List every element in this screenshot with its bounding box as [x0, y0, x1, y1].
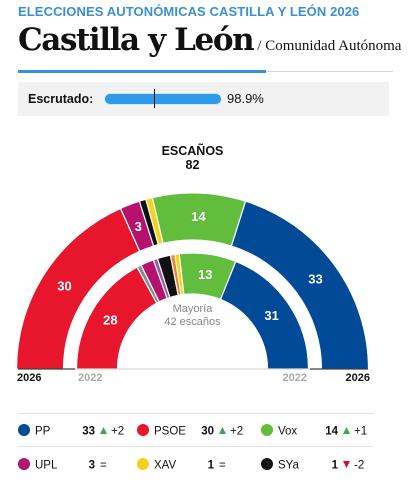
legend-divider-top	[18, 413, 373, 414]
trend-up-icon	[219, 427, 226, 434]
scrutiny-half-marker	[154, 89, 155, 108]
previous-seat-label-vox: 13	[198, 267, 212, 282]
legend-diff-pp: +2	[111, 426, 124, 438]
legend-dot-sya	[261, 458, 273, 470]
legend-dot-pp	[18, 424, 30, 436]
legend-divider-middle	[18, 446, 373, 447]
year-previous-right: 2022	[283, 372, 307, 384]
legend-name-upl: UPL	[35, 460, 58, 472]
majority-label: Mayoría	[173, 303, 214, 315]
trend-down-icon	[343, 461, 350, 468]
legend-seats-pp: 33	[82, 426, 95, 438]
legend-diff-upl: =	[100, 460, 107, 472]
year-current-right: 2026	[346, 372, 370, 384]
legend-dot-upl	[18, 458, 30, 470]
election-kicker: ELECCIONES AUTONÓMICAS CASTILLA Y LEÓN 2…	[18, 4, 360, 19]
current-seat-label-vox: 14	[191, 209, 206, 224]
previous-seat-label-psoe: 28	[103, 313, 117, 328]
legend-name-xav: XAV	[154, 460, 176, 472]
seats-label: ESCAÑOS	[162, 143, 224, 158]
current-arc-pp	[230, 200, 370, 370]
legend-seats-vox: 14	[325, 426, 338, 438]
hemicycle-labels: 30 3 14 33 28 13 31	[57, 209, 323, 328]
scrutiny-label: Escrutado:	[28, 92, 94, 106]
legend-diff-xav: =	[219, 460, 226, 472]
previous-seat-label-pp: 31	[264, 308, 278, 323]
current-seat-label-pp: 33	[308, 271, 322, 286]
legend-name-psoe: PSOE	[154, 426, 186, 438]
legend-diff-vox: +1	[354, 426, 367, 438]
hemicycle-previous	[75, 252, 310, 370]
legend-seats-psoe: 30	[201, 426, 214, 438]
title-row: Castilla y León / Comunidad Autónoma	[18, 22, 401, 58]
title-divider	[266, 71, 393, 72]
seats-total: 82	[186, 158, 200, 172]
legend-dot-xav	[137, 458, 149, 470]
current-seat-label-psoe: 30	[57, 279, 71, 294]
legend-diff-sya: -2	[354, 460, 364, 472]
legend-name-sya: SYa	[278, 460, 299, 472]
legend-name-vox: Vox	[278, 426, 297, 438]
page-title: Castilla y León	[18, 22, 255, 58]
year-current-left: 2026	[17, 372, 41, 384]
scrutiny-panel: Escrutado: 98.9%	[18, 82, 389, 116]
scrutiny-progress-bar	[104, 93, 222, 105]
legend-seats-xav: 1	[208, 460, 215, 472]
legend-seats-sya: 1	[332, 460, 339, 472]
legend-dot-psoe	[137, 424, 149, 436]
current-seat-label-upl: 3	[135, 219, 142, 234]
legend-diff-psoe: +2	[230, 426, 243, 438]
trend-up-icon	[100, 427, 107, 434]
hemicycle-current	[15, 192, 370, 370]
trend-up-icon	[343, 427, 350, 434]
majority-seats: 42 escaños	[164, 316, 221, 328]
legend-name-pp: PP	[35, 426, 51, 438]
legend-dot-vox	[261, 424, 273, 436]
year-previous-left: 2022	[78, 372, 102, 384]
scrutiny-value: 98.9%	[227, 91, 264, 106]
party-legend: PP 33 +2 PSOE 30 +2 Vox 14 +1 UPL 3 = XAV 1 = SYa 1 -2	[18, 424, 367, 472]
scrutiny-progress-fill	[105, 94, 220, 104]
title-accent-rule	[18, 70, 266, 73]
page-subtitle: / Comunidad Autónoma	[257, 38, 402, 54]
legend-seats-upl: 3	[89, 460, 95, 472]
